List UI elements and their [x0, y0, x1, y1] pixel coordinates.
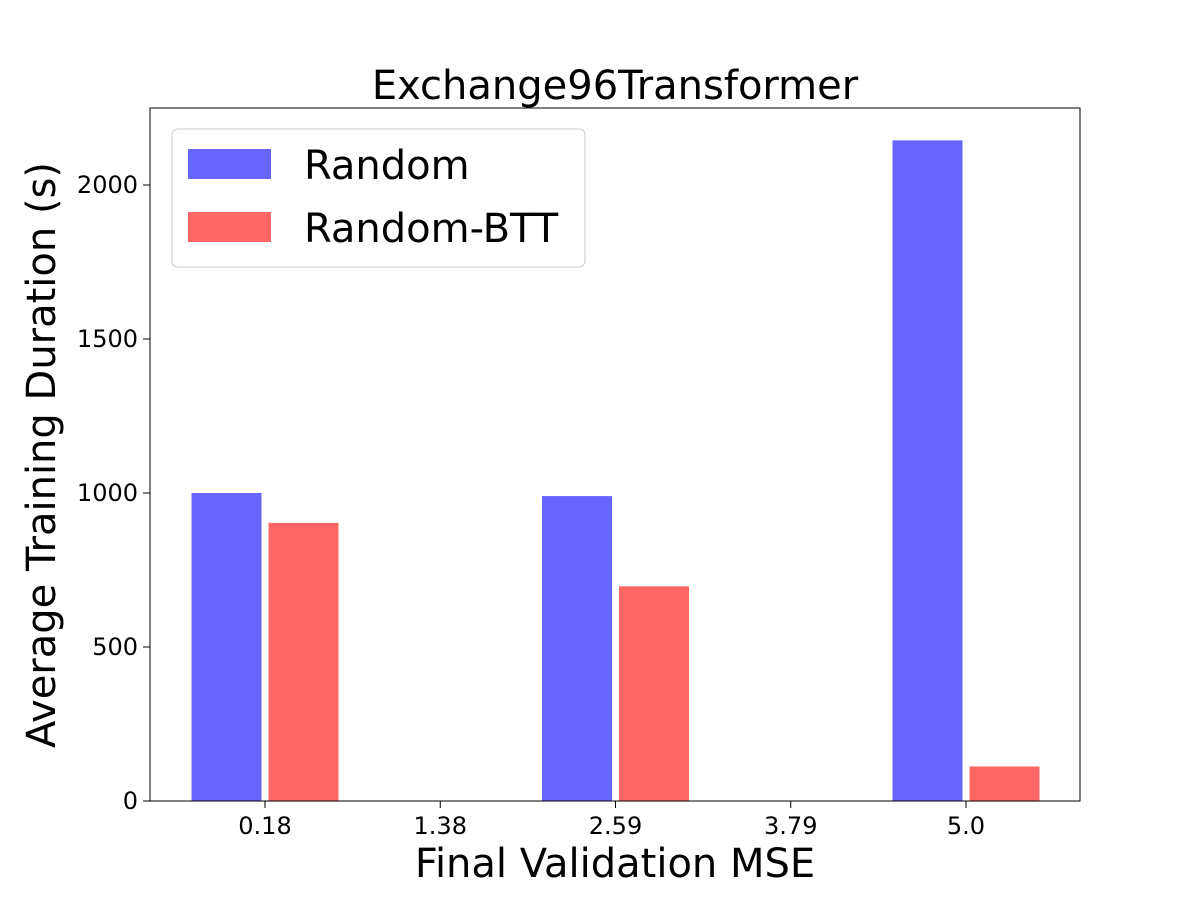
- legend-frame: [171, 128, 586, 268]
- bar-random-0.18: [191, 493, 262, 801]
- legend-label-random: Random: [304, 143, 470, 189]
- x-tick-label: 0.18: [238, 812, 291, 840]
- legend: Random Random-BTT: [171, 128, 586, 268]
- y-axis-label: Average Training Duration (s): [19, 162, 65, 748]
- bar-random-btt-5.0: [969, 766, 1040, 801]
- y-tick-label: 1000: [77, 479, 138, 507]
- bar-random-2.59: [542, 496, 612, 801]
- legend-swatch-random-btt: [188, 212, 271, 242]
- bar-random-btt-2.59: [619, 586, 689, 801]
- chart-title: Exchange96Transformer: [372, 63, 859, 109]
- x-axis-label: Final Validation MSE: [415, 841, 815, 887]
- x-axis: 0.18 1.38 2.59 3.79 5.0: [238, 801, 985, 840]
- bar-random-5.0: [892, 140, 963, 802]
- legend-label-random-btt: Random-BTT: [304, 206, 559, 252]
- bar-random-btt-0.18: [268, 522, 339, 801]
- y-tick-label: 500: [92, 633, 138, 661]
- x-tick-label: 3.79: [764, 812, 817, 840]
- x-tick-label: 1.38: [414, 812, 467, 840]
- x-tick-label: 5.0: [947, 812, 985, 840]
- y-tick-label: 0: [123, 787, 138, 815]
- bars-group: [191, 140, 1040, 802]
- y-axis: 0 500 1000 1500 2000: [77, 171, 150, 815]
- x-tick-label: 2.59: [589, 812, 642, 840]
- y-tick-label: 2000: [77, 171, 138, 199]
- y-tick-label: 1500: [77, 325, 138, 353]
- legend-swatch-random: [188, 149, 271, 179]
